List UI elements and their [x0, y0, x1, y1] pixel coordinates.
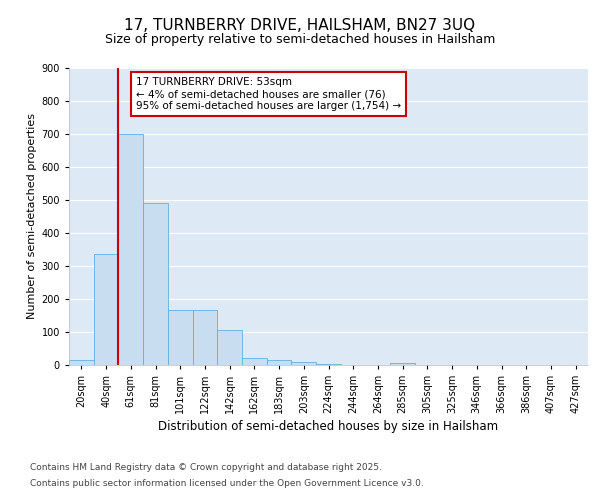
Text: Size of property relative to semi-detached houses in Hailsham: Size of property relative to semi-detach…: [105, 32, 495, 46]
Bar: [118, 134, 143, 365]
Bar: [69, 360, 94, 365]
Bar: [217, 330, 242, 365]
Bar: [242, 358, 267, 365]
Bar: [390, 364, 415, 365]
Bar: [168, 310, 193, 365]
Bar: [292, 362, 316, 365]
Bar: [193, 310, 217, 365]
Text: Contains HM Land Registry data © Crown copyright and database right 2025.: Contains HM Land Registry data © Crown c…: [30, 464, 382, 472]
X-axis label: Distribution of semi-detached houses by size in Hailsham: Distribution of semi-detached houses by …: [158, 420, 499, 434]
Text: 17 TURNBERRY DRIVE: 53sqm
← 4% of semi-detached houses are smaller (76)
95% of s: 17 TURNBERRY DRIVE: 53sqm ← 4% of semi-d…: [136, 78, 401, 110]
Text: Contains public sector information licensed under the Open Government Licence v3: Contains public sector information licen…: [30, 478, 424, 488]
Bar: [267, 360, 292, 365]
Text: 17, TURNBERRY DRIVE, HAILSHAM, BN27 3UQ: 17, TURNBERRY DRIVE, HAILSHAM, BN27 3UQ: [124, 18, 476, 32]
Y-axis label: Number of semi-detached properties: Number of semi-detached properties: [28, 114, 37, 320]
Bar: [316, 364, 341, 365]
Bar: [94, 254, 118, 365]
Bar: [143, 203, 168, 365]
